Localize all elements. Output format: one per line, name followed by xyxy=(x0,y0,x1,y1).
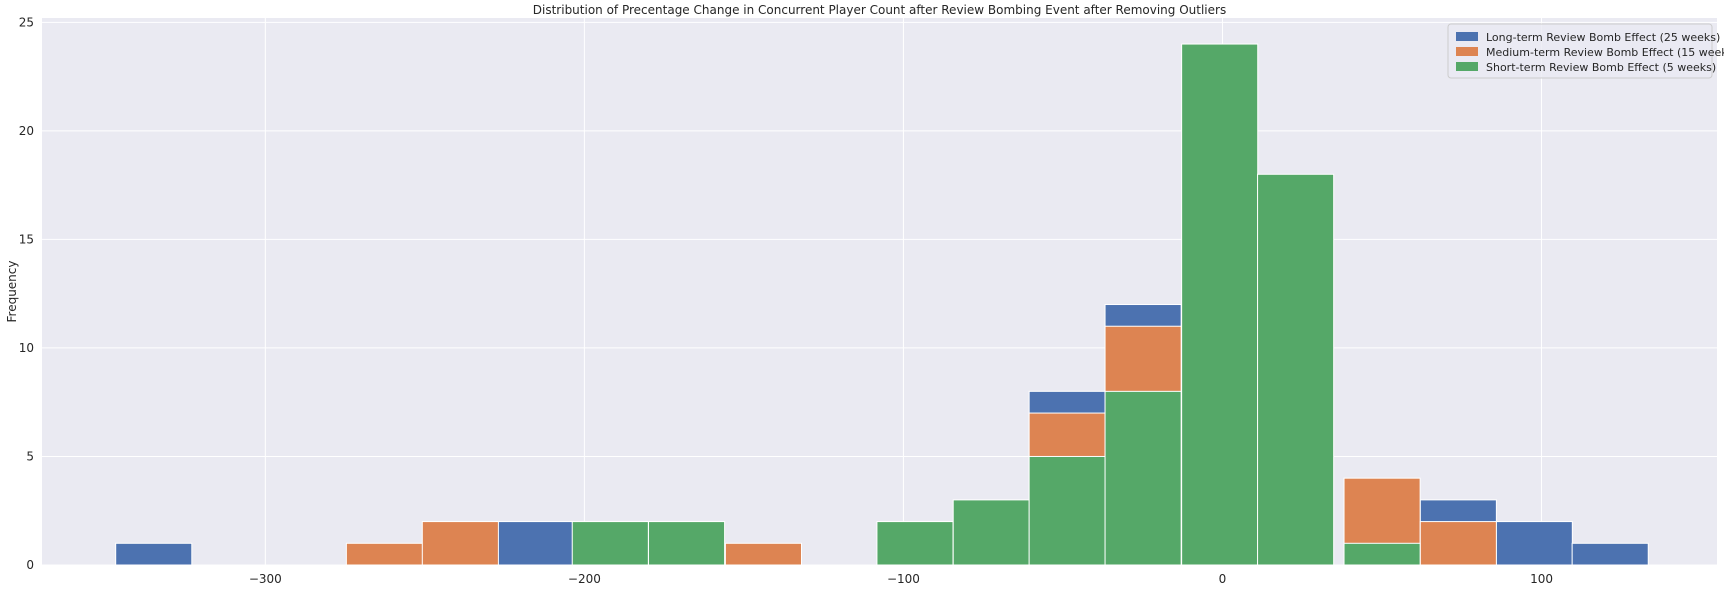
legend-entry-label: Medium-term Review Bomb Effect (15 weeks… xyxy=(1486,46,1724,59)
y-tick-label: 0 xyxy=(26,558,34,572)
legend-entry-label: Short-term Review Bomb Effect (5 weeks) xyxy=(1486,61,1716,74)
y-tick-label: 10 xyxy=(19,341,34,355)
histogram-bar-series-1 xyxy=(1571,542,1649,566)
chart-title: Distribution of Precentage Change in Con… xyxy=(533,3,1226,17)
histogram-bar-series-3 xyxy=(571,521,649,566)
y-tick-label: 5 xyxy=(26,449,34,463)
plot-area-background xyxy=(42,18,1717,565)
histogram-bar-series-1 xyxy=(115,542,193,566)
histogram-bar-series-1 xyxy=(495,521,573,566)
x-tick-label: −200 xyxy=(568,572,601,586)
legend-box xyxy=(1447,23,1713,79)
histogram-bars xyxy=(115,43,1649,566)
histogram-bar-series-3 xyxy=(952,499,1030,566)
x-tick-label: −300 xyxy=(249,572,282,586)
y-axis-label: Frequency xyxy=(5,261,19,323)
histogram-bar-series-3 xyxy=(1104,390,1182,566)
y-tick-label: 25 xyxy=(19,15,34,29)
legend-entry-label: Long-term Review Bomb Effect (25 weeks) xyxy=(1486,31,1720,44)
histogram-bar-series-2 xyxy=(345,542,423,566)
histogram-bar-series-1 xyxy=(1495,521,1573,566)
legend-swatch xyxy=(1456,62,1478,71)
histogram-bar-series-2 xyxy=(724,542,802,566)
legend-swatch xyxy=(1456,47,1478,56)
histogram-bar-series-2 xyxy=(421,521,499,566)
x-tick-label: −100 xyxy=(887,572,920,586)
histogram-bar-series-2 xyxy=(1419,521,1497,566)
legend-swatch xyxy=(1456,32,1478,41)
histogram-bar-series-3 xyxy=(1181,43,1259,566)
tick-labels: −300 −200 −100 0 100 0 5 10 15 20 25 xyxy=(19,15,1553,586)
histogram-bar-series-3 xyxy=(1343,542,1421,566)
y-tick-label: 20 xyxy=(19,124,34,138)
legend: Long-term Review Bomb Effect (25 weeks) M… xyxy=(1447,23,1724,79)
histogram-bar-series-3 xyxy=(648,521,726,566)
x-tick-label: 0 xyxy=(1219,572,1227,586)
histogram-bar-series-3 xyxy=(1028,455,1106,566)
y-tick-label: 15 xyxy=(19,232,34,246)
histogram-bar-series-3 xyxy=(1257,173,1335,566)
histogram-bar-series-3 xyxy=(876,521,954,566)
x-tick-label: 100 xyxy=(1530,572,1553,586)
